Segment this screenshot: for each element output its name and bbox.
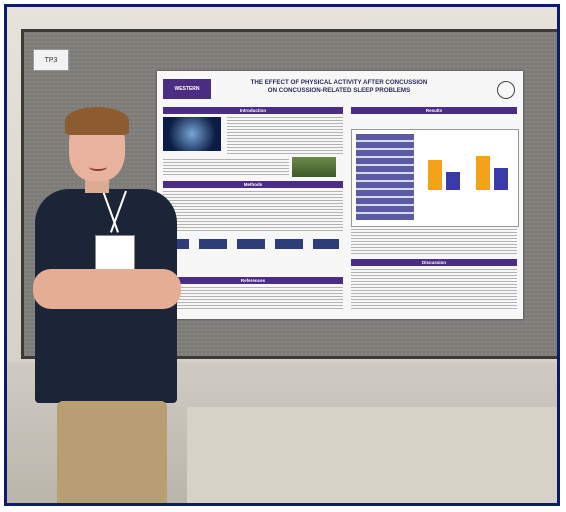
results-header: Results — [351, 107, 517, 114]
references-text — [163, 287, 343, 311]
introduction-text-2 — [163, 159, 289, 177]
results-panel — [351, 129, 519, 227]
photo-frame: TP3 WESTERN THE EFFECT OF PHYSICAL ACTIV… — [4, 4, 560, 506]
name-badge — [95, 235, 135, 273]
introduction-header: Introduction — [163, 107, 343, 114]
seal-logo — [497, 81, 515, 99]
flow-box-2 — [199, 239, 227, 249]
brain-image — [163, 117, 221, 151]
discussion-header: Discussion — [351, 259, 517, 266]
poster-title-line-2: ON CONCUSSION-RELATED SLEEP PROBLEMS — [267, 87, 411, 94]
research-poster: WESTERN THE EFFECT OF PHYSICAL ACTIVITY … — [157, 71, 523, 319]
flow-box-5 — [313, 239, 339, 249]
flow-box-1 — [167, 239, 189, 249]
results-table — [356, 134, 414, 220]
person-pants — [57, 401, 167, 503]
table-surface — [187, 407, 557, 503]
chart-bar — [494, 168, 508, 190]
university-logo: WESTERN — [163, 79, 211, 99]
discussion-text — [351, 269, 517, 311]
chart-bar — [446, 172, 460, 190]
flow-box-3 — [237, 239, 265, 249]
person-smile — [89, 163, 107, 171]
board-tag: TP3 — [33, 49, 69, 71]
chart-bar — [476, 156, 490, 190]
methods-header: Methods — [163, 181, 343, 188]
football-image — [292, 157, 336, 177]
crossed-arms — [33, 269, 181, 309]
results-text — [351, 229, 517, 255]
poster-title-line-1: THE EFFECT OF PHYSICAL ACTIVITY AFTER CO… — [250, 79, 428, 86]
person-hair — [65, 107, 129, 135]
flow-box-4 — [275, 239, 303, 249]
poster-title: THE EFFECT OF PHYSICAL ACTIVITY AFTER CO… — [219, 79, 459, 95]
methods-text — [163, 191, 343, 233]
introduction-text — [227, 117, 343, 155]
references-header: References — [163, 277, 343, 284]
chart-bar — [428, 160, 442, 190]
